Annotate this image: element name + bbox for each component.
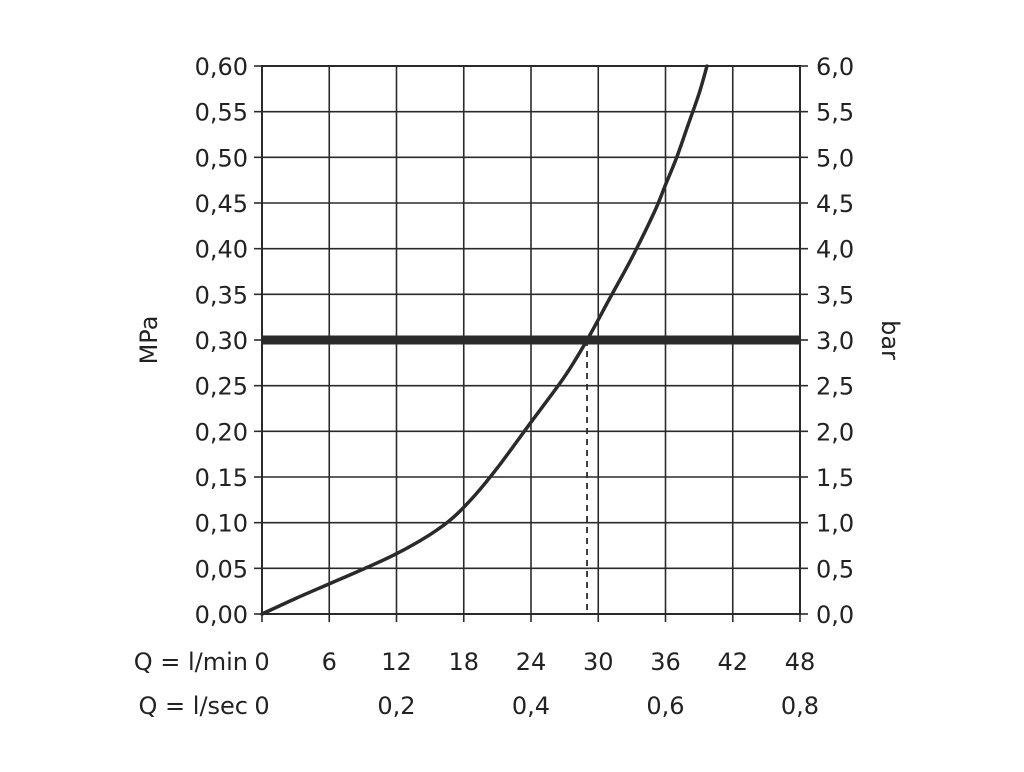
y-right-tick-label: 5,0 — [816, 144, 854, 172]
x-tick-label: 24 — [516, 648, 547, 676]
x2-tick-label: 0,8 — [781, 692, 819, 720]
x-axis-label-secondary: Q = l/sec — [139, 692, 248, 720]
frame-layer — [254, 65, 808, 622]
y-left-tick-label: 0,60 — [195, 53, 248, 81]
y-right-tick-label: 5,5 — [816, 99, 854, 127]
label-layer: 0,000,050,100,150,200,250,300,350,400,45… — [134, 53, 904, 720]
y-left-tick-label: 0,40 — [195, 236, 248, 264]
y-right-tick-label: 1,5 — [816, 464, 854, 492]
plot-frame — [261, 65, 801, 615]
x-tick-label: 36 — [650, 648, 681, 676]
x2-tick-label: 0,4 — [512, 692, 550, 720]
x-tick-label: 30 — [583, 648, 614, 676]
y-axis-label-left: MPa — [135, 316, 163, 365]
y-right-tick-label: 2,0 — [816, 418, 854, 446]
y-right-tick-label: 2,5 — [816, 373, 854, 401]
y-left-tick-label: 0,50 — [195, 144, 248, 172]
x-tick-label: 0 — [254, 648, 269, 676]
curve-layer — [260, 64, 709, 616]
reference-layer — [262, 335, 800, 614]
y-left-tick-label: 0,25 — [195, 373, 248, 401]
y-left-tick-label: 0,10 — [195, 510, 248, 538]
x2-tick-label: 0 — [254, 692, 269, 720]
y-left-tick-label: 0,15 — [195, 464, 248, 492]
y-right-tick-label: 4,0 — [816, 236, 854, 264]
x2-tick-label: 0,6 — [646, 692, 684, 720]
x-tick-label: 18 — [448, 648, 479, 676]
y-right-tick-label: 3,5 — [816, 281, 854, 309]
x-tick-label: 6 — [322, 648, 337, 676]
y-left-tick-label: 0,05 — [195, 555, 248, 583]
y-right-tick-label: 0,0 — [816, 601, 854, 629]
x-tick-label: 12 — [381, 648, 412, 676]
y-right-tick-label: 6,0 — [816, 53, 854, 81]
x2-tick-label: 0,2 — [377, 692, 415, 720]
y-left-tick-label: 0,30 — [195, 327, 248, 355]
x-axis-label-primary: Q = l/min — [134, 648, 248, 676]
y-right-tick-label: 1,0 — [816, 510, 854, 538]
y-left-tick-label: 0,35 — [195, 281, 248, 309]
x-tick-label: 42 — [717, 648, 748, 676]
y-right-tick-label: 3,0 — [816, 327, 854, 355]
flow-pressure-curve — [260, 64, 709, 616]
y-left-tick-label: 0,00 — [195, 601, 248, 629]
y-axis-label-right: bar — [876, 320, 904, 360]
y-left-tick-label: 0,55 — [195, 99, 248, 127]
y-right-tick-label: 0,5 — [816, 555, 854, 583]
y-left-tick-label: 0,45 — [195, 190, 248, 218]
x-tick-label: 48 — [785, 648, 816, 676]
y-right-tick-label: 4,5 — [816, 190, 854, 218]
y-left-tick-label: 0,20 — [195, 418, 248, 446]
